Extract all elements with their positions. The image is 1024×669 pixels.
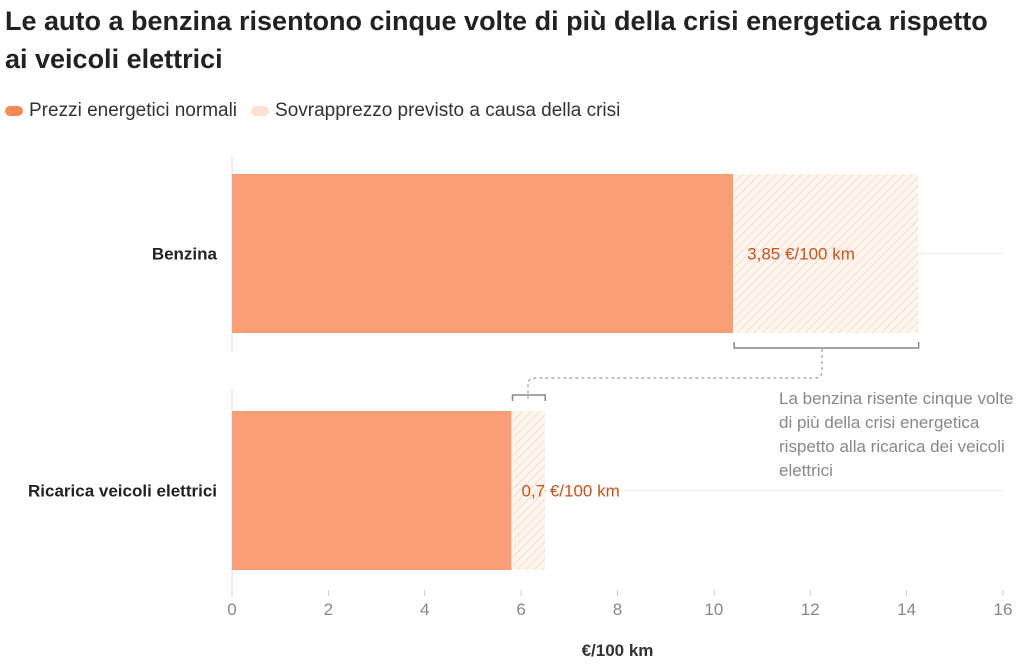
bracket	[511, 394, 546, 401]
x-tick-label: 16	[994, 600, 1013, 619]
x-tick-label: 12	[801, 600, 820, 619]
annotation-text: La benzina risente cinque volte di più d…	[779, 389, 1014, 480]
legend-label-normal: Prezzi energetici normali	[29, 100, 238, 121]
category-label: Benzina	[152, 245, 218, 264]
x-tick-label: 2	[324, 600, 333, 619]
bracket	[733, 342, 920, 349]
x-axis-title: €/100 km	[582, 641, 654, 660]
x-tick-label: 0	[227, 600, 236, 619]
x-tick-label: 10	[704, 600, 723, 619]
data-label: 3,85 €/100 km	[747, 245, 855, 264]
legend-item-surcharge: Sovrapprezzo previsto a causa della cris…	[251, 100, 620, 122]
x-tick-label: 8	[613, 600, 622, 619]
chart-title: Le auto a benzina risentono cinque volte…	[5, 6, 988, 74]
bar-normal	[232, 174, 734, 333]
legend-swatch-normal	[5, 106, 23, 116]
legend-label-surcharge: Sovrapprezzo previsto a causa della cris…	[275, 100, 621, 121]
x-tick-label: 14	[897, 600, 916, 619]
legend-item-normal: Prezzi energetici normali	[5, 100, 237, 122]
bar-normal	[232, 411, 512, 570]
bar-surcharge	[512, 411, 546, 570]
bar-surcharge	[734, 174, 919, 333]
legend-swatch-surcharge	[251, 106, 270, 116]
x-tick-label: 6	[516, 600, 525, 619]
data-label: 0,7 €/100 km	[521, 482, 619, 501]
x-tick-label: 4	[420, 600, 429, 619]
annotation-connector	[527, 349, 823, 399]
category-label: Ricarica veicoli elettrici	[28, 482, 217, 501]
legend: Prezzi energetici normali Sovrapprezzo p…	[5, 100, 634, 122]
